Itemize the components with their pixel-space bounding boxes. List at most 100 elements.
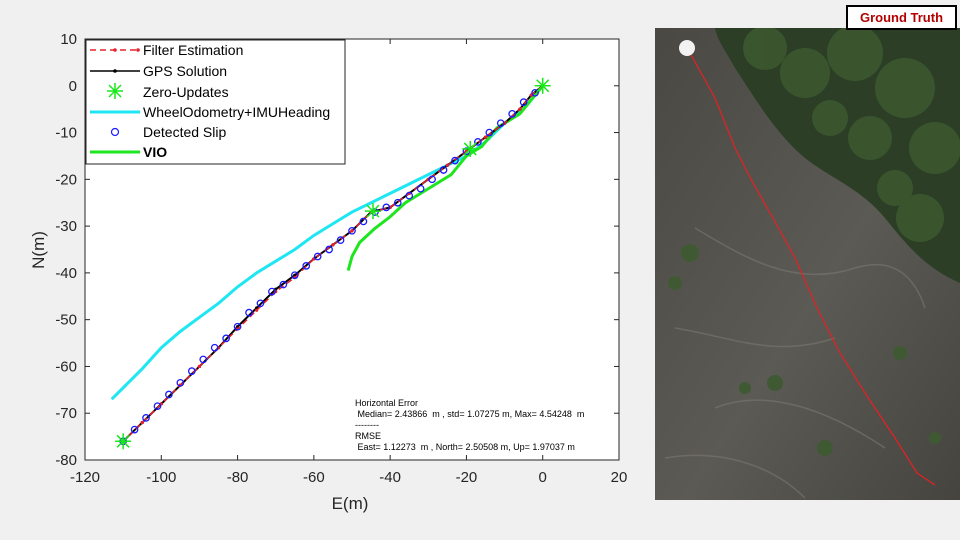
legend-entry-detected-slip: Detected Slip bbox=[110, 124, 226, 140]
detected-slip-point bbox=[210, 343, 219, 352]
detected-slip-point bbox=[393, 198, 402, 207]
y-tick-label: -60 bbox=[55, 358, 77, 375]
y-tick-label: -20 bbox=[55, 171, 77, 188]
start-marker bbox=[679, 40, 695, 56]
detected-slip-point bbox=[428, 175, 436, 184]
detected-slip-point bbox=[245, 308, 253, 317]
legend-marker-detected-slip bbox=[110, 127, 120, 137]
detected-slip-point bbox=[302, 262, 311, 270]
tree-canopy bbox=[743, 28, 960, 242]
x-tick-label: -40 bbox=[379, 469, 401, 486]
y-tick-label: -40 bbox=[55, 265, 77, 282]
detected-slip-point bbox=[519, 98, 528, 107]
filter-estimation-point bbox=[197, 364, 202, 369]
detected-slip-point bbox=[405, 191, 414, 200]
legend-entry-zero-updates: Zero-Updates bbox=[107, 83, 229, 100]
filter-estimation-point bbox=[445, 163, 449, 167]
annotation-rmse-values: East= 1.12273 m , North= 2.50508 m, Up= … bbox=[355, 442, 575, 452]
y-tick-label: -50 bbox=[55, 312, 77, 329]
aerial-image bbox=[655, 28, 960, 500]
legend-marker-gps-solution bbox=[113, 69, 117, 73]
error-annotation: Horizontal Error Median= 2.43866 m , std… bbox=[355, 398, 584, 452]
legend-box bbox=[85, 39, 346, 165]
legend-marker-filter-estimation-2 bbox=[136, 48, 140, 52]
detected-slip-point bbox=[416, 184, 425, 193]
detected-slip-point bbox=[474, 138, 482, 146]
x-axis-label: E(m) bbox=[332, 494, 369, 513]
detected-slip-point bbox=[233, 322, 242, 331]
detected-slip-point bbox=[256, 299, 265, 308]
detected-slip-point bbox=[290, 271, 299, 280]
detected-slip-point bbox=[382, 203, 391, 212]
x-tick-label: 0 bbox=[539, 469, 547, 486]
annotation-median: Median= 2.43866 m , std= 1.07275 m, Max=… bbox=[355, 409, 584, 419]
detected-slip-point bbox=[222, 334, 230, 343]
filter-estimation-point bbox=[331, 243, 335, 247]
y-tick-label: -30 bbox=[55, 218, 77, 235]
terrain-tracks bbox=[664, 227, 926, 499]
shrubs bbox=[668, 244, 941, 456]
legend-label-wheel-odometry: WheelOdometry+IMUHeading bbox=[143, 104, 330, 120]
zero-update-marker bbox=[115, 433, 132, 450]
legend-entry-filter-estimation: Filter Estimation bbox=[90, 42, 243, 58]
y-axis-label: N(m) bbox=[29, 231, 48, 269]
ground-truth-trajectory bbox=[689, 52, 936, 486]
annotation-separator: -------- bbox=[355, 420, 379, 430]
detected-slip-point bbox=[153, 402, 162, 411]
detected-slip-point bbox=[313, 252, 322, 261]
filter-estimation-point bbox=[483, 135, 488, 139]
y-tick-label: -80 bbox=[55, 452, 77, 469]
detected-slip-point bbox=[485, 128, 494, 137]
y-tick-label: 0 bbox=[69, 78, 77, 95]
zero-update-marker bbox=[364, 203, 381, 220]
detected-slip-point bbox=[348, 226, 356, 235]
detected-slip-point bbox=[199, 355, 208, 364]
annotation-rmse-title: RMSE bbox=[355, 431, 381, 441]
detected-slip-point bbox=[451, 156, 459, 165]
detected-slip-point bbox=[268, 287, 276, 296]
zero-update-stroke bbox=[366, 204, 380, 218]
legend-label-detected-slip: Detected Slip bbox=[143, 124, 226, 140]
y-tick-label: -10 bbox=[55, 125, 77, 142]
detected-slip-point bbox=[176, 378, 185, 387]
zero-update-stroke bbox=[116, 434, 130, 448]
zero-update-stroke bbox=[463, 142, 477, 156]
zero-update-stroke bbox=[536, 79, 550, 93]
legend-marker-filter-estimation bbox=[113, 48, 117, 52]
annotation-title: Horizontal Error bbox=[355, 398, 418, 408]
y-tick-label: 10 bbox=[60, 31, 77, 48]
detected-slip-point bbox=[130, 425, 139, 434]
legend-label-vio: VIO bbox=[143, 144, 167, 160]
detected-slip-point bbox=[142, 414, 150, 422]
x-tick-label: -100 bbox=[146, 469, 176, 486]
detected-slip-point bbox=[165, 390, 173, 399]
detected-slip-point bbox=[279, 280, 288, 289]
filter-estimation-point bbox=[255, 308, 259, 312]
detected-slip-point bbox=[325, 245, 333, 254]
detected-slip-point bbox=[531, 88, 539, 97]
x-tick-label: -80 bbox=[227, 469, 249, 486]
legend-entry-wheel-odometry: WheelOdometry+IMUHeading bbox=[90, 104, 330, 120]
legend-entry-vio: VIO bbox=[90, 144, 167, 160]
zero-update-marker bbox=[534, 77, 551, 94]
legend-marker-zero-updates bbox=[107, 83, 123, 99]
filter-estimation-point bbox=[518, 107, 522, 111]
legend: Filter Estimation GPS Solution Zero-Upda… bbox=[85, 39, 346, 165]
ground-truth-badge: Ground Truth bbox=[846, 5, 957, 30]
y-axis: 10 0 -10 -20 -30 -40 -50 -60 -70 -80 bbox=[55, 31, 619, 469]
detected-slip-point bbox=[336, 236, 345, 244]
legend-label-gps-solution: GPS Solution bbox=[143, 63, 227, 79]
detected-slip-point bbox=[359, 217, 368, 226]
x-axis: -120 -100 -80 -60 -40 -20 0 20 bbox=[70, 39, 627, 486]
x-tick-label: -120 bbox=[70, 469, 100, 486]
x-tick-label: -20 bbox=[456, 469, 478, 486]
detected-slip-point bbox=[496, 119, 505, 128]
filter-estimation-point bbox=[140, 420, 144, 425]
legend-label-filter-estimation: Filter Estimation bbox=[143, 42, 243, 58]
detected-slip-point bbox=[439, 166, 448, 174]
filter-estimation-point bbox=[350, 229, 354, 233]
x-tick-label: 20 bbox=[611, 469, 628, 486]
y-tick-label: -70 bbox=[55, 405, 77, 422]
detected-slip-point bbox=[187, 367, 196, 375]
